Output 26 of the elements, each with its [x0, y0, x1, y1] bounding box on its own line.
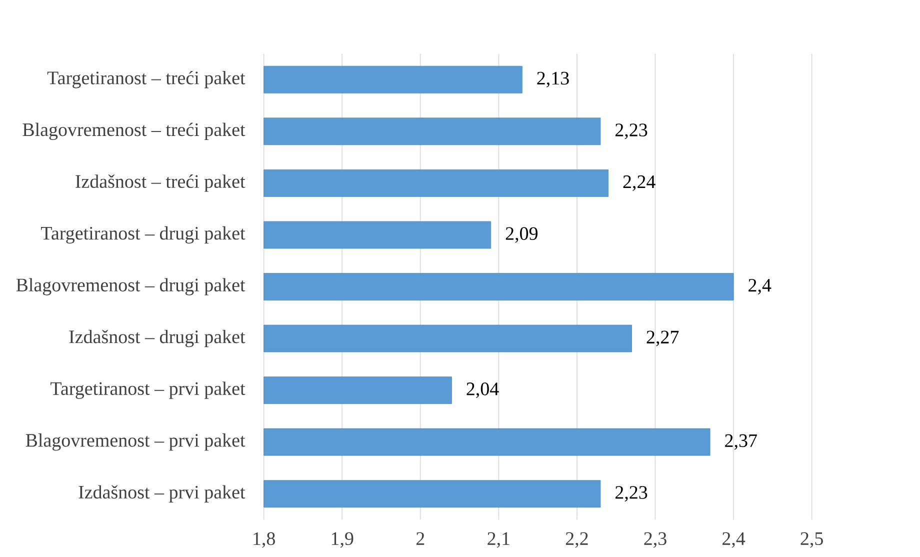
- y-tick-label: Izdašnost – prvi paket: [78, 485, 246, 502]
- x-tick-label: 2,5: [800, 532, 823, 548]
- y-tick-label: Targetiranost – treći paket: [47, 70, 246, 88]
- y-tick-label: Blagovremenost – drugi paket: [16, 278, 246, 296]
- y-tick-label: Izdašnost – treći paket: [76, 174, 246, 192]
- x-tick-label: 1,9: [332, 532, 354, 548]
- data-label: 2,09: [506, 227, 538, 243]
- y-tick-label: Blagovremenost – treći paket: [22, 122, 246, 140]
- data-label: 2,37: [725, 434, 757, 450]
- x-tick-label: 2,1: [488, 532, 510, 548]
- data-label: 2,27: [646, 330, 679, 346]
- y-tick-label: Targetiranost – drugi paket: [41, 226, 246, 244]
- data-label: 2,23: [615, 486, 648, 502]
- y-tick-label: Targetiranost – prvi paket: [50, 382, 246, 399]
- x-tick-label: 2: [416, 532, 424, 545]
- data-label: 2,24: [623, 175, 656, 191]
- data-label: 2,4: [748, 278, 772, 294]
- data-label: 2,23: [615, 124, 648, 140]
- data-label: 2,04: [466, 382, 499, 398]
- x-tick-label: 2,3: [644, 532, 666, 548]
- y-tick-label: Blagovremenost – prvi paket: [26, 433, 246, 451]
- x-tick-label: 1,8: [254, 532, 275, 548]
- data-label: 2,13: [537, 72, 569, 88]
- y-tick-label: Izdašnost – drugi paket: [69, 330, 246, 348]
- x-tick-label: 2,2: [566, 532, 588, 548]
- x-tick-label: 2,4: [722, 532, 746, 548]
